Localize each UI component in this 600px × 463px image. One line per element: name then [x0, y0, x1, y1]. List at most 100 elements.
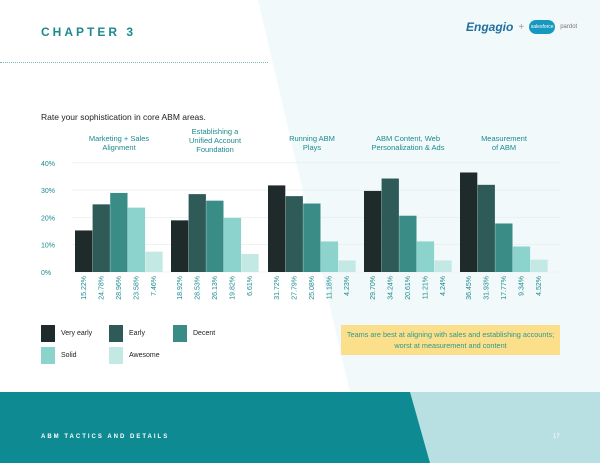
footer-light-panel [410, 392, 600, 463]
bar [223, 217, 242, 272]
chapter-title: CHAPTER 3 [41, 25, 137, 39]
data-label: 34.24% [387, 276, 394, 300]
legend-label: Early [129, 330, 145, 337]
light-panel [258, 0, 600, 392]
data-label: 6.61% [247, 276, 254, 296]
category-label-line: Running ABM [289, 134, 335, 143]
logo: Engagio + salesforce pardot [466, 20, 577, 34]
bar [434, 260, 452, 272]
data-label: 11.18% [327, 276, 334, 299]
category-label-line: Unified Account [188, 136, 242, 145]
legend-label: Awesome [129, 352, 160, 359]
bar [75, 230, 93, 272]
data-label: 17.77% [501, 276, 508, 300]
bar [381, 178, 399, 272]
y-tick-label: 30% [41, 188, 55, 195]
category-label-line: of ABM [491, 143, 517, 152]
category-label: Running ABM Plays [262, 134, 362, 152]
data-label: 20.61% [405, 276, 412, 300]
chart-question: Rate your sophistication in core ABM are… [41, 112, 206, 122]
legend-item: Awesome [109, 347, 160, 364]
bar [338, 260, 356, 272]
y-tick-label: 20% [41, 215, 55, 222]
data-label: 4.23% [344, 276, 351, 296]
data-label: 28.53% [194, 276, 201, 300]
legend-swatch [109, 347, 123, 364]
data-label: 29.70% [370, 276, 377, 300]
data-label: 11.21% [423, 276, 430, 299]
legend-item: Solid [41, 347, 77, 364]
bar [512, 246, 531, 272]
logo-plus: + [518, 21, 525, 33]
category-label-line: Marketing + Sales [88, 134, 150, 143]
bar [416, 241, 435, 272]
category-label: Measurement of ABM [454, 134, 554, 152]
salesforce-logo: salesforce [529, 20, 556, 34]
bar [399, 215, 417, 272]
pardot-logo: pardot [560, 24, 578, 30]
bar [145, 251, 163, 272]
category-label-line: ABM Content, Web [375, 134, 441, 143]
bar [477, 184, 495, 272]
bar [241, 253, 259, 272]
category-label: Establishing a Unified Account Foundation [165, 127, 265, 154]
footer-section: ABM TACTICS AND DETAILS [41, 434, 170, 440]
data-label: 26.13% [212, 276, 219, 300]
bar [495, 223, 513, 272]
legend-swatch [109, 325, 123, 342]
category-label-line: Measurement [481, 134, 527, 143]
bar [460, 172, 478, 272]
legend-label: Very early [61, 330, 93, 337]
y-tick-label: 40% [41, 161, 55, 168]
bar [530, 259, 548, 272]
category-label-line: Establishing a [191, 127, 239, 136]
y-tick-label: 0% [41, 270, 51, 277]
category-label-line: Foundation [196, 145, 234, 154]
category-label: ABM Content, Web Personalization & Ads [358, 134, 458, 152]
legend-item: Very early [41, 325, 92, 342]
data-label: 27.79% [291, 276, 298, 300]
data-label: 4.52% [536, 276, 543, 296]
category-label-line: Personalization & Ads [371, 143, 445, 152]
bar [171, 220, 189, 272]
data-label: 31.72% [274, 276, 281, 300]
bar [92, 204, 110, 272]
data-label: 23.58% [134, 276, 141, 300]
category-label-line: Alignment [102, 143, 136, 152]
callout-box: Teams are best at aligning with sales an… [341, 325, 560, 355]
data-label: 4.24% [440, 276, 447, 296]
data-label: 18.92% [177, 276, 184, 300]
legend-swatch [41, 325, 55, 342]
data-label: 19.82% [230, 276, 237, 300]
data-label: 9.34% [519, 276, 526, 296]
legend-item: Decent [173, 325, 215, 342]
data-label: 7.46% [151, 276, 158, 296]
category-label-line: Plays [302, 143, 322, 152]
bar [364, 190, 382, 272]
bar [285, 196, 303, 272]
legend-item: Early [109, 325, 145, 342]
bar [206, 200, 224, 272]
data-label: 24.78% [98, 276, 105, 300]
bar [268, 185, 286, 272]
legend-label: Solid [61, 352, 77, 359]
data-label: 36.45% [466, 276, 473, 300]
bar-chart: 0% 10% 20% 30% 40% 15.22% 18.92% 31.72% 29.70% 36… [41, 161, 560, 300]
bar [127, 207, 146, 272]
data-label: 31.93% [483, 276, 490, 300]
data-label: 28.96% [116, 276, 123, 300]
legend-swatch [41, 347, 55, 364]
divider [0, 62, 268, 63]
y-tick-label: 10% [41, 243, 55, 250]
legend-swatch [173, 325, 187, 342]
bar [303, 203, 321, 272]
bar [188, 194, 206, 272]
category-label: Marketing + Sales Alignment [69, 134, 169, 152]
data-label: 25.08% [309, 276, 316, 300]
engagio-logo: Engagio [466, 20, 514, 34]
legend-label: Decent [193, 330, 216, 337]
bar [320, 241, 339, 272]
page-number: 17 [553, 434, 560, 440]
data-label: 15.22% [81, 276, 88, 300]
